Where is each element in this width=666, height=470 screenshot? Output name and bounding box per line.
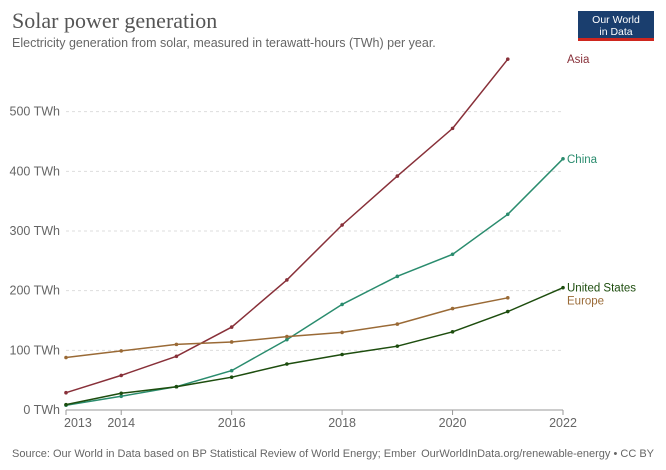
line-chart: 0 TWh 100 TWh 200 TWh 300 TWh 400 TWh 500 TWh… <box>10 54 637 430</box>
data-point[interactable] <box>229 325 234 329</box>
grid-lines <box>66 111 563 351</box>
data-point[interactable] <box>174 384 179 389</box>
data-point[interactable] <box>395 174 400 178</box>
series-label[interactable]: China <box>567 154 598 166</box>
data-point[interactable] <box>505 57 510 61</box>
y-tick-label: 500 TWh <box>10 105 61 119</box>
source-note: Source: Our World in Data based on BP St… <box>12 448 417 460</box>
data-point[interactable] <box>285 362 289 366</box>
data-point[interactable] <box>229 340 234 344</box>
data-point[interactable] <box>395 344 400 348</box>
chart-subtitle: Electricity generation from solar, measu… <box>12 36 436 50</box>
y-tick-label: 400 TWh <box>10 164 61 178</box>
data-point[interactable] <box>450 252 455 257</box>
license-link[interactable]: OurWorldInData.org/renewable-energy • CC… <box>421 448 654 460</box>
data-point[interactable] <box>505 212 510 217</box>
data-point[interactable] <box>505 309 510 314</box>
data-point[interactable] <box>174 342 179 347</box>
data-point[interactable] <box>340 223 344 227</box>
data-point[interactable] <box>505 296 510 300</box>
data-point[interactable] <box>174 354 179 359</box>
y-tick-label: 300 TWh <box>10 224 61 238</box>
x-tick-label: 2016 <box>218 416 246 430</box>
logo-line-1: Our World <box>592 14 640 26</box>
y-tick-label: 0 TWh <box>23 403 60 417</box>
owid-logo[interactable]: Our World in Data <box>578 11 654 41</box>
x-tick-label: 2018 <box>328 416 356 430</box>
data-point[interactable] <box>561 285 565 290</box>
data-point[interactable] <box>340 352 344 357</box>
data-point[interactable] <box>64 355 68 360</box>
data-point[interactable] <box>119 349 124 353</box>
data-point[interactable] <box>119 394 124 399</box>
data-point[interactable] <box>229 368 234 373</box>
series-line-china[interactable] <box>65 158 564 406</box>
x-tick-label: 2014 <box>107 416 135 430</box>
series-line-united-states[interactable] <box>65 287 564 406</box>
x-tick-label: 2022 <box>549 416 577 430</box>
chart-title: Solar power generation <box>12 8 218 33</box>
data-point[interactable] <box>450 306 455 311</box>
axes: 0 TWh 100 TWh 200 TWh 300 TWh 400 TWh 500 TWh… <box>10 105 577 430</box>
data-point[interactable] <box>119 373 124 378</box>
data-point[interactable] <box>285 337 289 342</box>
data-point[interactable] <box>340 302 344 307</box>
data-point[interactable] <box>229 375 234 379</box>
data-point[interactable] <box>340 330 344 335</box>
series-line-europe[interactable] <box>65 297 508 359</box>
x-tick-label: 2020 <box>439 416 467 430</box>
data-point[interactable] <box>395 322 400 326</box>
series-label[interactable]: Asia <box>567 54 590 66</box>
series-label[interactable]: Europe <box>567 296 604 308</box>
logo-accent-bar <box>578 38 654 41</box>
x-tick-label: 2013 <box>64 416 92 430</box>
data-point[interactable] <box>561 157 565 161</box>
logo-line-2: in Data <box>599 26 633 38</box>
data-point[interactable] <box>285 334 289 339</box>
data-point[interactable] <box>450 330 455 334</box>
y-tick-label: 100 TWh <box>10 343 61 357</box>
series-line-asia[interactable] <box>65 58 509 394</box>
data-point[interactable] <box>395 274 400 279</box>
data-point[interactable] <box>450 126 455 131</box>
series-lines <box>64 57 565 408</box>
data-point[interactable] <box>64 402 68 407</box>
data-point[interactable] <box>119 391 124 396</box>
data-point[interactable] <box>64 390 68 395</box>
y-tick-label: 200 TWh <box>10 284 61 298</box>
data-point[interactable] <box>285 278 289 282</box>
series-label[interactable]: United States <box>567 283 636 295</box>
